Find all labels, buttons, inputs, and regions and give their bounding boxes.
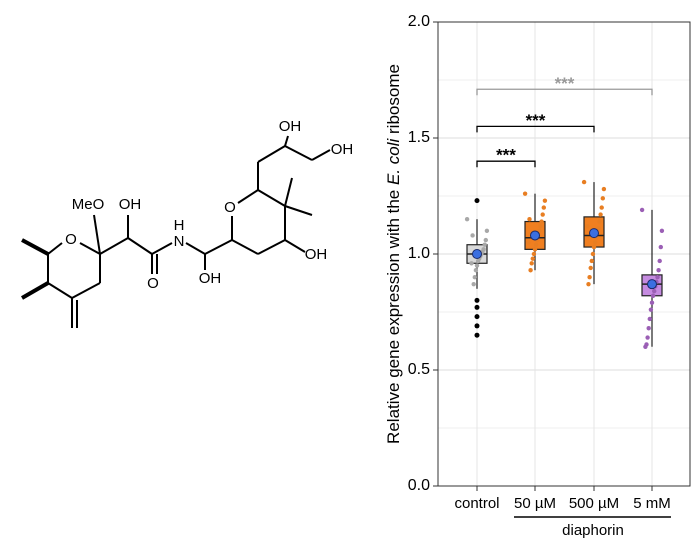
data-point — [586, 281, 591, 287]
atom-label: O — [147, 275, 159, 292]
data-point — [590, 251, 596, 257]
data-point — [538, 223, 543, 229]
data-point — [529, 261, 534, 266]
atom-label: O — [224, 199, 236, 216]
data-point — [599, 205, 604, 210]
data-point — [598, 212, 603, 217]
mean-marker — [472, 249, 482, 259]
data-point — [647, 316, 652, 322]
atom-label: O — [65, 231, 77, 248]
data-point — [473, 268, 479, 273]
data-point — [646, 326, 651, 331]
mean-marker — [530, 230, 540, 241]
data-point — [658, 244, 663, 250]
data-point — [648, 307, 654, 312]
x-tick-label: 5 mM — [633, 495, 671, 512]
significance-bracket — [476, 125, 595, 133]
box-plot: 0.0 0.5 1.0 1.5 2.0 Relative gene expression … — [384, 13, 691, 539]
data-point — [656, 268, 661, 273]
data-point — [587, 275, 592, 280]
data-point — [482, 242, 487, 247]
data-point — [600, 196, 605, 201]
atom-label: N — [174, 233, 185, 250]
mean-marker — [589, 228, 599, 239]
y-tick-label: 1.0 — [408, 245, 430, 262]
significance-bracket — [476, 160, 536, 168]
data-point — [464, 217, 470, 222]
data-point — [483, 237, 488, 243]
data-point — [531, 251, 537, 257]
data-point — [655, 275, 660, 280]
data-point — [589, 258, 594, 264]
data-point — [542, 198, 548, 203]
data-point — [649, 300, 655, 305]
data-point — [645, 335, 650, 340]
data-point — [530, 256, 535, 261]
x-tick-label: 500 µM — [569, 495, 619, 512]
outlier — [474, 304, 480, 310]
data-point — [471, 281, 476, 287]
outlier — [474, 297, 480, 303]
data-point — [601, 186, 607, 192]
atom-label: OH — [119, 196, 142, 213]
y-axis-label-part: E. coli — [384, 137, 403, 185]
x-tick-label: control — [454, 495, 499, 512]
data-point — [527, 217, 532, 222]
data-point — [585, 223, 590, 229]
atom-label: OH — [199, 270, 222, 287]
y-axis-label: Relative gene expression with the E. col… — [384, 64, 403, 444]
mean-marker — [647, 279, 657, 290]
y-tick-label: 0.0 — [408, 477, 430, 494]
atom-label: H — [174, 217, 185, 234]
significance-label: *** — [555, 74, 575, 93]
data-point — [540, 212, 545, 217]
y-tick-label: 1.5 — [408, 129, 430, 146]
data-point — [541, 205, 546, 210]
atom-label: OH — [279, 118, 302, 135]
atom-label: OH — [331, 141, 354, 158]
outlier — [474, 323, 480, 329]
data-point — [469, 261, 474, 266]
data-point — [581, 179, 587, 185]
y-axis-label-part: ribosome — [384, 64, 403, 139]
data-point — [472, 275, 477, 280]
y-axis-label-part: Relative gene expression with the — [384, 185, 403, 444]
data-point — [484, 228, 490, 233]
data-point — [652, 288, 657, 294]
data-point — [639, 207, 645, 213]
group-label: diaphorin — [562, 522, 624, 539]
x-tick-label: 50 µM — [514, 495, 556, 512]
data-point — [643, 344, 648, 349]
data-point — [533, 242, 539, 247]
y-tick-label: 2.0 — [408, 13, 430, 30]
data-point — [659, 228, 665, 233]
outlier — [474, 332, 480, 338]
significance-label: *** — [526, 111, 546, 130]
significance-label: *** — [496, 146, 516, 165]
data-point — [657, 258, 662, 264]
data-point — [597, 219, 602, 224]
data-point — [474, 263, 480, 268]
atom-label: MeO — [72, 196, 105, 213]
data-point — [591, 244, 597, 250]
data-point — [526, 240, 531, 245]
data-point — [539, 219, 544, 224]
data-point — [588, 265, 593, 271]
data-point — [522, 191, 528, 196]
data-point — [528, 268, 533, 273]
outlier — [474, 314, 480, 320]
data-point — [470, 233, 475, 238]
data-point — [475, 258, 481, 264]
chemical-structure: MeO OH O H N OH O O OH OH OH — [21, 118, 354, 328]
data-point — [532, 247, 538, 252]
atom-label: OH — [305, 246, 328, 263]
y-tick-label: 0.5 — [408, 361, 430, 378]
significance-bracket — [476, 88, 653, 96]
data-point — [592, 240, 598, 245]
outlier — [474, 198, 480, 204]
data-point — [650, 293, 656, 298]
